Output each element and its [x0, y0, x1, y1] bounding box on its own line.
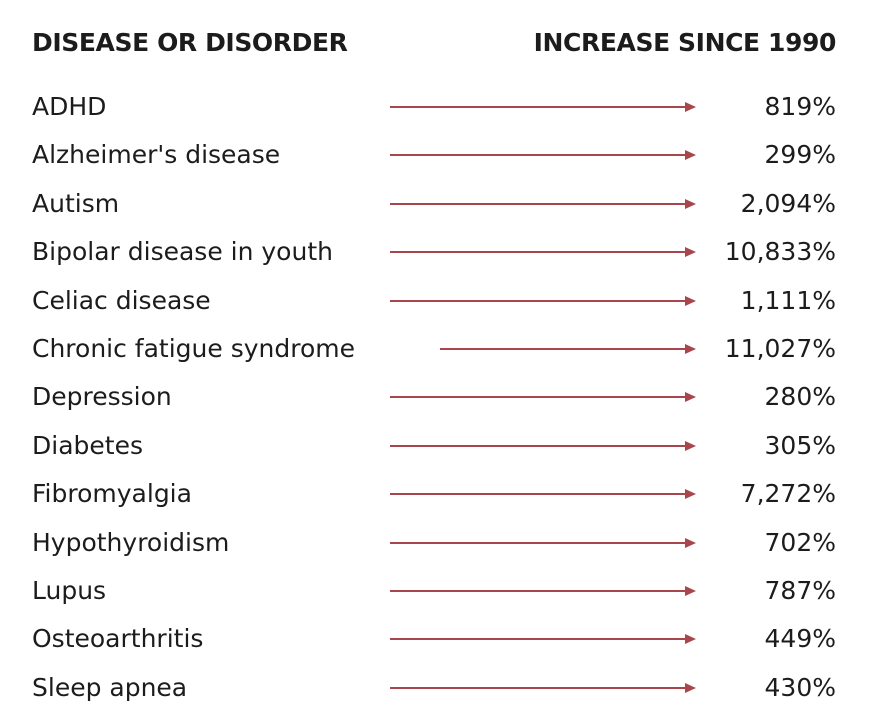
increase-value: 2,094%	[740, 188, 836, 218]
increase-value: 299%	[764, 140, 836, 170]
arrow-icon	[390, 489, 696, 500]
arrow-icon	[390, 634, 696, 645]
increase-value: 702%	[764, 527, 836, 557]
disease-name: Alzheimer's disease	[32, 140, 281, 170]
disease-name: Sleep apnea	[32, 672, 188, 702]
table-row: Bipolar disease in youth 10,833%	[0, 229, 880, 277]
arrow-icon	[390, 198, 696, 209]
increase-value: 430%	[764, 672, 836, 702]
table-row: Lupus 787%	[0, 568, 880, 616]
disease-name: Chronic fatigue syndrome	[32, 333, 356, 363]
table-row: Autism 2,094%	[0, 181, 880, 229]
disease-name: Depression	[32, 382, 172, 412]
increase-value: 819%	[764, 92, 836, 121]
column-header-disease: DISEASE OR DISORDER	[32, 28, 348, 57]
table-row: Depression 280%	[0, 374, 880, 422]
arrow-icon	[390, 150, 696, 161]
arrow-icon	[390, 682, 696, 693]
increase-value: 10,833%	[724, 237, 836, 267]
increase-value: 305%	[764, 430, 836, 460]
disease-name: Lupus	[32, 575, 107, 605]
increase-value: 449%	[764, 624, 836, 654]
table-row: Chronic fatigue syndrome 11,027%	[0, 326, 880, 374]
disease-name: Celiac disease	[32, 285, 211, 315]
disease-name: Osteoarthritis	[32, 624, 204, 654]
increase-value: 11,027%	[724, 333, 836, 363]
disease-name: ADHD	[32, 92, 107, 121]
rows-list: ADHD 819% Alzheimer's disease 299% Autis…	[0, 84, 880, 713]
arrow-icon	[440, 343, 696, 354]
table-row: Celiac disease 1,111%	[0, 278, 880, 326]
table-row: Alzheimer's disease 299%	[0, 132, 880, 180]
table-row: Fibromyalgia 7,272%	[0, 471, 880, 519]
arrow-icon	[390, 295, 696, 306]
arrow-icon	[390, 247, 696, 258]
disease-name: Hypothyroidism	[32, 527, 230, 557]
arrow-icon	[390, 537, 696, 548]
increase-value: 7,272%	[740, 479, 836, 509]
table-row: ADHD 819%	[0, 84, 880, 132]
increase-value: 280%	[764, 382, 836, 412]
table-row: Osteoarthritis 449%	[0, 616, 880, 664]
table-row: Diabetes 305%	[0, 423, 880, 471]
arrow-icon	[390, 102, 696, 112]
table-row: Sleep apnea 430%	[0, 665, 880, 713]
arrow-icon	[390, 585, 696, 596]
table-row: Hypothyroidism 702%	[0, 520, 880, 568]
disease-name: Bipolar disease in youth	[32, 237, 333, 267]
disease-name: Fibromyalgia	[32, 479, 192, 509]
column-header-increase: INCREASE SINCE 1990	[533, 28, 837, 57]
disease-name: Autism	[32, 188, 120, 218]
arrow-icon	[390, 392, 696, 403]
disease-name: Diabetes	[32, 430, 143, 460]
arrow-icon	[390, 440, 696, 451]
increase-value: 787%	[764, 575, 836, 605]
increase-value: 1,111%	[740, 285, 836, 315]
